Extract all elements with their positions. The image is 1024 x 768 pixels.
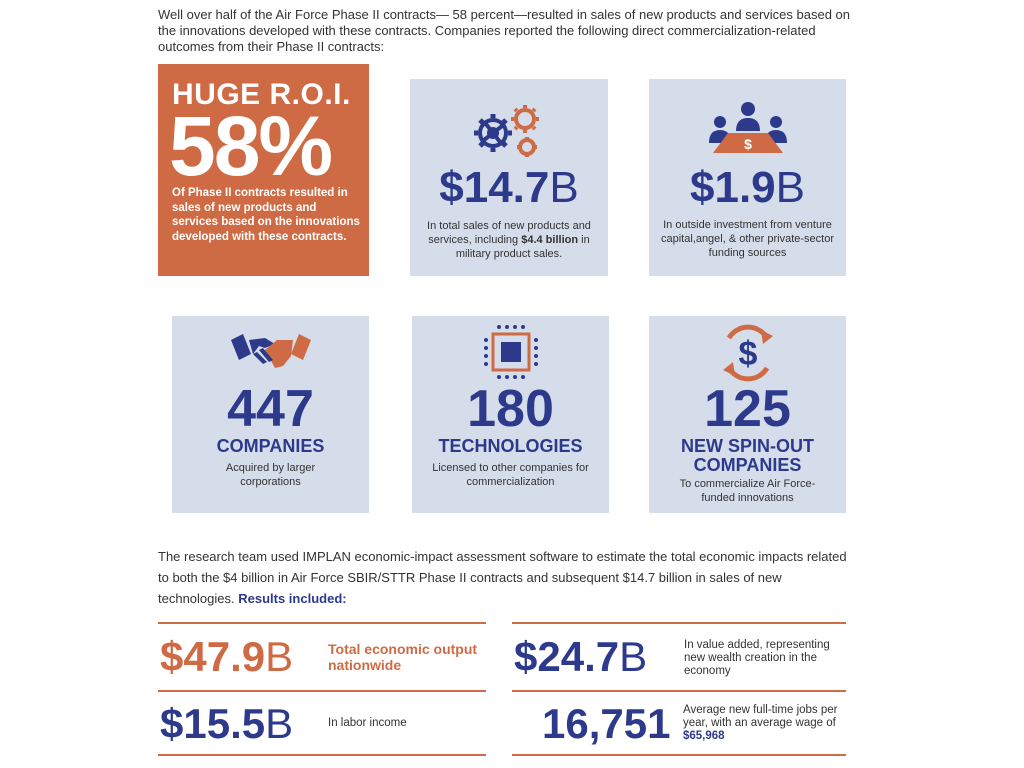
- result-labor-text: In labor income: [328, 717, 407, 729]
- roi-label: HUGE R.O.I.: [172, 78, 351, 111]
- result-output-amount: $47.9B: [160, 633, 294, 680]
- technologies-number: 180: [467, 380, 554, 438]
- companies-title: COMPANIES: [216, 436, 325, 456]
- investor-meeting-icon: $: [708, 102, 787, 153]
- spinouts-card: $ 125 NEW SPIN-OUT COMPANIES To commerci…: [649, 316, 846, 513]
- spinouts-number: 125: [704, 380, 791, 438]
- result-value-added-text: In value added, representing new wealth …: [684, 639, 830, 677]
- divider: [158, 690, 486, 692]
- companies-number: 447: [227, 380, 314, 438]
- roi-card: HUGE R.O.I. 58% Of Phase II contracts re…: [158, 64, 369, 276]
- investment-amount: $1.9B: [690, 163, 805, 212]
- microchip-icon: [483, 325, 538, 379]
- companies-card: 447 COMPANIES Acquired by larger corpora…: [172, 316, 369, 513]
- result-jobs-amount: 16,751: [542, 700, 671, 747]
- roi-description: Of Phase II contracts resulted in sales …: [172, 187, 360, 243]
- result-labor-amount: $15.5B: [160, 700, 294, 747]
- technologies-title: TECHNOLOGIES: [438, 436, 583, 456]
- sales-card: $14.7B In total sales of new products an…: [410, 79, 608, 276]
- investment-card: $ $1.9B In outside investment from ventu…: [649, 79, 846, 276]
- technologies-card: 180 TECHNOLOGIES Licensed to other compa…: [412, 316, 609, 513]
- sales-description: In total sales of new products and servi…: [427, 220, 591, 260]
- spinouts-title: NEW SPIN-OUT COMPANIES: [681, 436, 814, 475]
- handshake-icon: [230, 334, 311, 368]
- svg-text:$: $: [744, 136, 752, 152]
- divider: [158, 754, 486, 756]
- divider: [512, 690, 846, 692]
- research-paragraph: The research team used IMPLAN economic-i…: [158, 549, 847, 606]
- technologies-description: Licensed to other companies for commerci…: [432, 462, 589, 488]
- intro-paragraph: Well over half of the Air Force Phase II…: [158, 7, 851, 54]
- divider: [158, 622, 486, 624]
- result-jobs-text: Average new full-time jobs per year, wit…: [683, 704, 838, 742]
- companies-description: Acquired by larger corporations: [225, 462, 316, 488]
- sales-amount: $14.7B: [439, 163, 579, 212]
- divider: [512, 622, 846, 624]
- roi-percent: 58%: [169, 99, 333, 193]
- result-value-added-amount: $24.7B: [514, 633, 648, 680]
- gears-icon: [474, 105, 539, 157]
- spinouts-description: To commercialize Air Force-funded innova…: [679, 478, 816, 504]
- recycle-dollar-icon: $: [722, 324, 773, 382]
- divider: [512, 754, 846, 756]
- svg-text:$: $: [738, 335, 757, 373]
- result-output-text: Total economic output nationwide: [328, 641, 478, 673]
- investment-description: In outside investment from venture capit…: [660, 219, 835, 259]
